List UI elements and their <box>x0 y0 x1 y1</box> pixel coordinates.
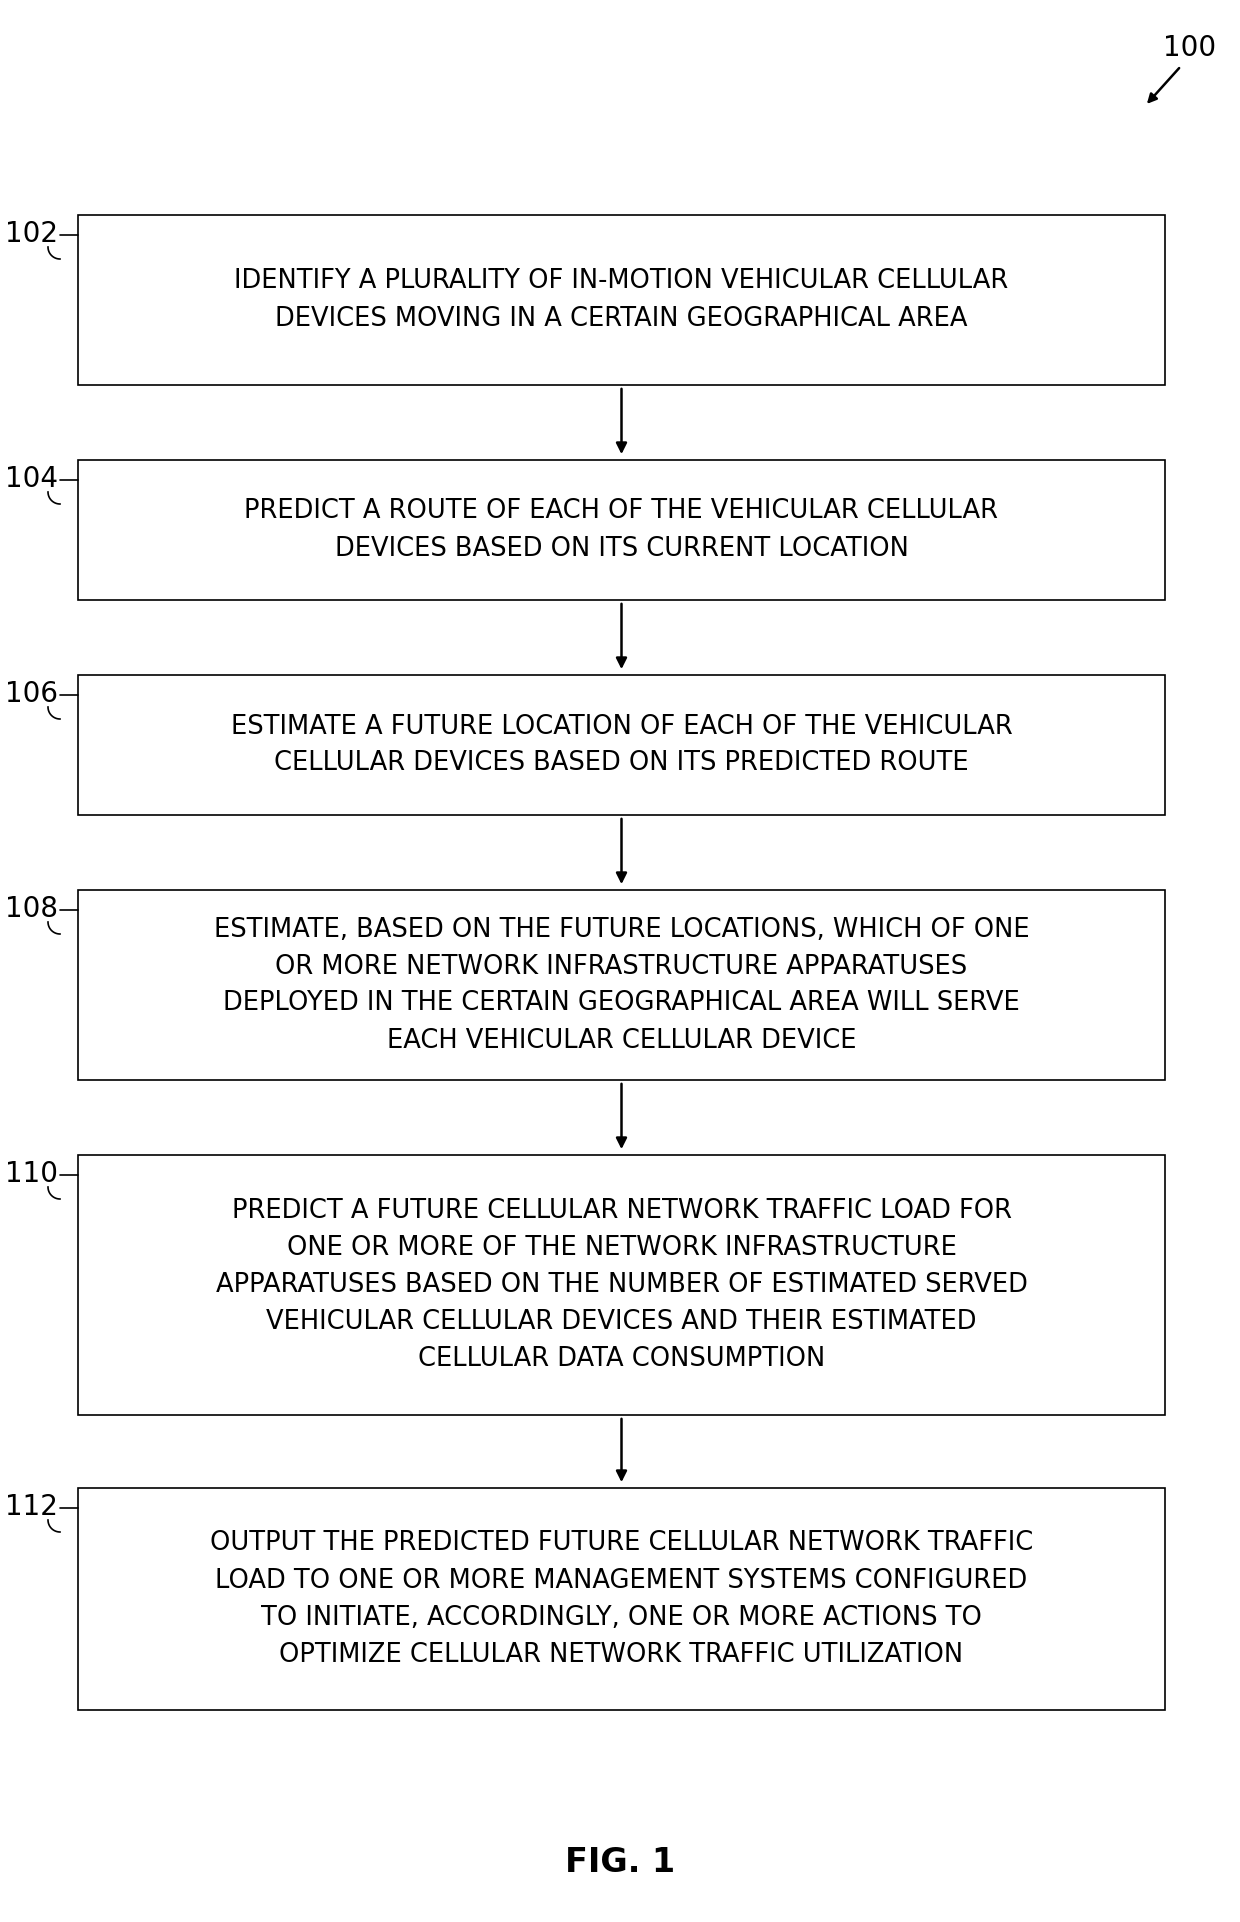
Text: 108: 108 <box>5 896 58 923</box>
Text: ESTIMATE A FUTURE LOCATION OF EACH OF THE VEHICULAR
CELLULAR DEVICES BASED ON IT: ESTIMATE A FUTURE LOCATION OF EACH OF TH… <box>231 713 1012 776</box>
Bar <box>78 675 1166 815</box>
Text: ESTIMATE, BASED ON THE FUTURE LOCATIONS, WHICH OF ONE
OR MORE NETWORK INFRASTRUC: ESTIMATE, BASED ON THE FUTURE LOCATIONS,… <box>213 917 1029 1053</box>
Text: 102: 102 <box>5 219 58 248</box>
Bar <box>78 890 1166 1080</box>
Text: FIG. 1: FIG. 1 <box>565 1845 675 1878</box>
Text: 106: 106 <box>5 680 58 707</box>
Bar <box>78 215 1166 384</box>
Text: 100: 100 <box>1163 35 1216 62</box>
Text: 112: 112 <box>5 1493 58 1520</box>
Bar <box>78 459 1166 600</box>
Text: 104: 104 <box>5 465 58 494</box>
Bar <box>78 1488 1166 1711</box>
Text: OUTPUT THE PREDICTED FUTURE CELLULAR NETWORK TRAFFIC
LOAD TO ONE OR MORE MANAGEM: OUTPUT THE PREDICTED FUTURE CELLULAR NET… <box>210 1530 1033 1668</box>
Bar <box>78 1155 1166 1415</box>
Text: IDENTIFY A PLURALITY OF IN-MOTION VEHICULAR CELLULAR
DEVICES MOVING IN A CERTAIN: IDENTIFY A PLURALITY OF IN-MOTION VEHICU… <box>234 269 1008 331</box>
Text: 110: 110 <box>5 1161 58 1188</box>
Text: PREDICT A ROUTE OF EACH OF THE VEHICULAR CELLULAR
DEVICES BASED ON ITS CURRENT L: PREDICT A ROUTE OF EACH OF THE VEHICULAR… <box>244 498 998 561</box>
Text: PREDICT A FUTURE CELLULAR NETWORK TRAFFIC LOAD FOR
ONE OR MORE OF THE NETWORK IN: PREDICT A FUTURE CELLULAR NETWORK TRAFFI… <box>216 1197 1028 1372</box>
